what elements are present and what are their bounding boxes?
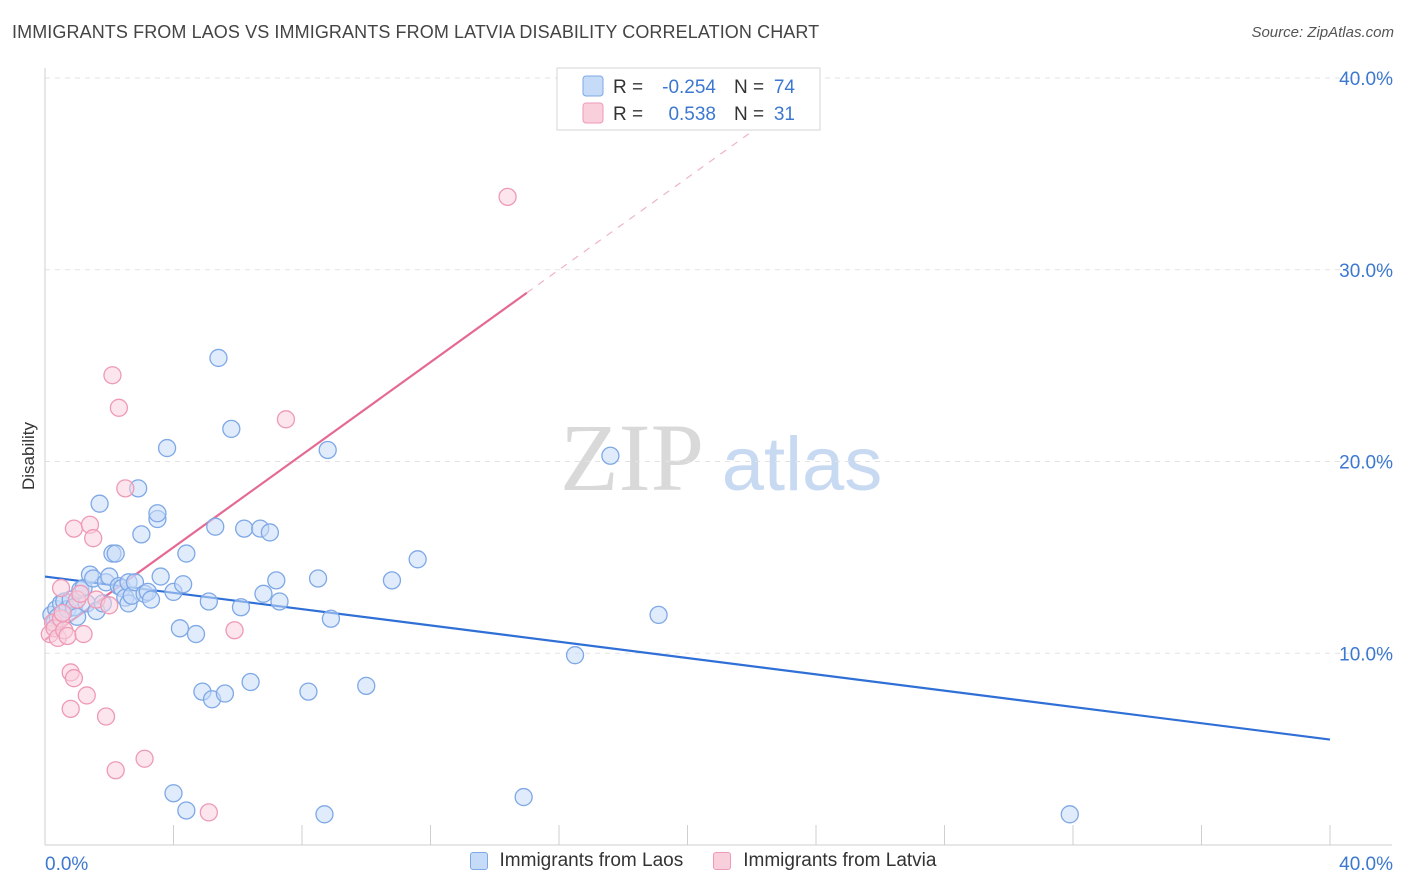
laos-point-41 [173, 575, 193, 594]
latvia-point-10 [61, 699, 80, 719]
x-tick-label-1: 40.0% [1339, 854, 1393, 875]
watermark-zip: ZIP [560, 404, 704, 511]
laos-point-71 [315, 805, 334, 824]
stats-latvia-n-label: N = [734, 104, 764, 125]
latvia-point-26 [199, 803, 218, 822]
latvia-points [40, 187, 517, 822]
latvia-point-27 [225, 621, 244, 640]
stats-box: R = -0.254 N = 74 R = 0.538 N = 31 [556, 67, 821, 131]
legend-laos-label: Immigrants from Laos [499, 850, 684, 871]
laos-point-47 [206, 517, 225, 536]
latvia-point-15 [74, 624, 93, 644]
legend-item-latvia[interactable]: Immigrants from Latvia [713, 850, 936, 872]
laos-point-43 [186, 624, 206, 644]
latvia-point-23 [109, 398, 129, 417]
laos-point-70 [177, 801, 196, 820]
y-tick-label-1: 20.0% [1339, 453, 1393, 474]
laos-point-72 [514, 787, 533, 807]
laos-point-38 [157, 438, 177, 458]
latvia-point-30 [100, 596, 119, 615]
laos-point-17 [90, 494, 109, 513]
legend: Immigrants from Laos Immigrants from Lat… [0, 850, 1406, 872]
legend-laos-swatch [469, 852, 488, 870]
laos-point-59 [299, 682, 318, 701]
stats-laos-n-value: 74 [774, 77, 796, 98]
gridlines [45, 77, 1392, 654]
laos-point-45 [199, 592, 218, 611]
laos-point-57 [267, 571, 286, 590]
laos-point-68 [649, 605, 668, 625]
y-tick-label-3: 40.0% [1339, 69, 1393, 90]
laos-point-50 [222, 419, 241, 439]
latvia-point-18 [84, 529, 103, 548]
laos-point-36 [148, 504, 167, 523]
latvia-point-11 [64, 669, 84, 688]
laos-point-42 [177, 544, 196, 563]
laos-point-73 [1060, 805, 1079, 824]
stats-latvia-n-value: 31 [774, 104, 795, 125]
laos-point-56 [260, 523, 280, 542]
latvia-point-7 [58, 626, 77, 646]
legend-latvia-label: Immigrants from Latvia [743, 850, 937, 871]
laos-point-62 [321, 609, 341, 628]
laos-point-37 [151, 567, 170, 586]
laos-point-61 [318, 440, 337, 460]
laos-point-64 [382, 571, 402, 590]
latvia-point-14 [71, 584, 90, 603]
laos-point-49 [215, 684, 235, 703]
laos-point-34 [141, 590, 161, 609]
stats-latvia-swatch [582, 102, 604, 124]
latvia-point-21 [103, 366, 122, 385]
axes [44, 68, 1392, 846]
laos-point-52 [235, 519, 254, 538]
latvia-point-5 [53, 603, 72, 623]
stats-latvia-r-label: R = [613, 104, 643, 125]
stats-laos-swatch [582, 75, 604, 97]
laos-point-58 [270, 592, 289, 611]
stats-laos-r-value: -0.254 [662, 77, 716, 98]
watermark-atlas: atlas [722, 422, 883, 507]
latvia-point-8 [51, 578, 71, 598]
source-credit: Source: ZipAtlas.com [1251, 24, 1394, 41]
laos-point-51 [231, 598, 251, 617]
laos-point-60 [308, 569, 328, 588]
laos-point-63 [357, 676, 376, 695]
laos-point-22 [106, 544, 125, 563]
latvia-point-22 [106, 761, 125, 780]
latvia-point-24 [116, 479, 135, 498]
laos-point-55 [254, 584, 273, 603]
laos-point-31 [132, 525, 151, 544]
laos-point-48 [209, 348, 228, 368]
chart-title: IMMIGRANTS FROM LAOS VS IMMIGRANTS FROM … [12, 22, 820, 42]
tick-labels: 10.0% 20.0% 30.0% 40.0% 0.0% 40.0% [45, 69, 1393, 875]
laos-trend-line [44, 575, 1331, 741]
laos-point-69 [164, 784, 183, 803]
legend-latvia-swatch [713, 852, 732, 870]
latvia-point-20 [96, 707, 116, 726]
latvia-point-29 [498, 187, 517, 207]
stats-latvia-r-value: 0.538 [668, 104, 716, 125]
x-tick-label-0: 0.0% [45, 854, 88, 875]
latvia-point-25 [135, 749, 154, 768]
y-tick-label-2: 30.0% [1339, 261, 1393, 282]
laos-point-67 [601, 446, 620, 465]
laos-point-53 [241, 672, 260, 692]
laos-point-65 [408, 550, 427, 569]
latvia-point-16 [77, 686, 96, 705]
laos-point-40 [170, 619, 190, 638]
stats-laos-r-label: R = [613, 77, 643, 98]
latvia-point-12 [64, 519, 84, 538]
stats-laos-n-label: N = [734, 77, 764, 98]
y-axis-label: Disability [19, 421, 38, 490]
laos-point-66 [565, 646, 585, 665]
y-tick-label-0: 10.0% [1339, 644, 1393, 665]
latvia-point-28 [276, 410, 296, 429]
legend-item-laos[interactable]: Immigrants from Laos [469, 850, 684, 872]
